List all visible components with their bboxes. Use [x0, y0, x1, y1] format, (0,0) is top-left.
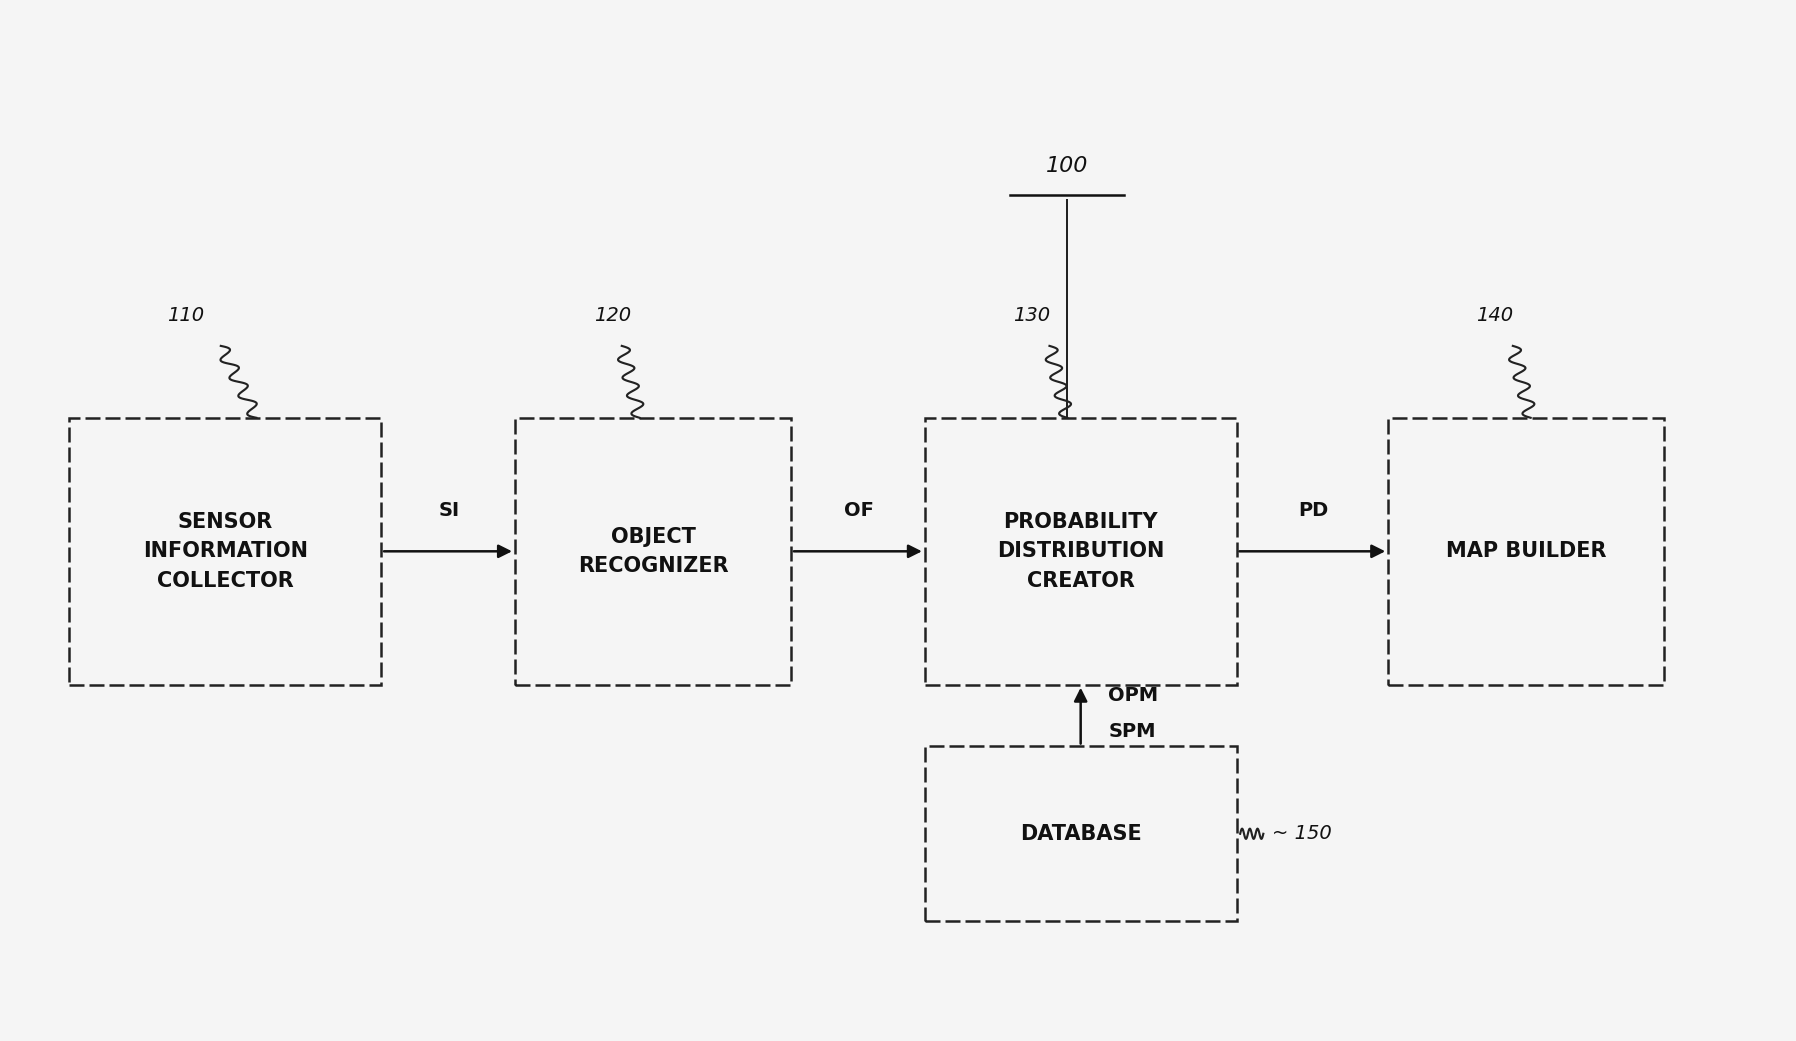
- Text: OBJECT
RECOGNIZER: OBJECT RECOGNIZER: [578, 527, 727, 576]
- Bar: [925, 746, 1237, 921]
- Text: MAP BUILDER: MAP BUILDER: [1446, 541, 1606, 561]
- Text: PROBABILITY
DISTRIBUTION
CREATOR: PROBABILITY DISTRIBUTION CREATOR: [997, 512, 1164, 591]
- Text: SENSOR
INFORMATION
COLLECTOR: SENSOR INFORMATION COLLECTOR: [142, 512, 307, 591]
- Text: SI: SI: [438, 501, 460, 519]
- Text: DATABASE: DATABASE: [1020, 823, 1142, 844]
- Text: OF: OF: [844, 501, 873, 519]
- Bar: [70, 417, 381, 685]
- Text: ~ 150: ~ 150: [1272, 824, 1333, 843]
- Text: 110: 110: [167, 306, 203, 325]
- Text: 120: 120: [594, 306, 632, 325]
- Text: PD: PD: [1299, 501, 1329, 519]
- Text: 140: 140: [1476, 306, 1514, 325]
- Text: 100: 100: [1045, 156, 1088, 176]
- Bar: [515, 417, 790, 685]
- Text: OPM: OPM: [1108, 686, 1158, 705]
- Bar: [1388, 417, 1665, 685]
- Bar: [925, 417, 1237, 685]
- Text: SPM: SPM: [1108, 721, 1157, 740]
- Text: 130: 130: [1013, 306, 1051, 325]
